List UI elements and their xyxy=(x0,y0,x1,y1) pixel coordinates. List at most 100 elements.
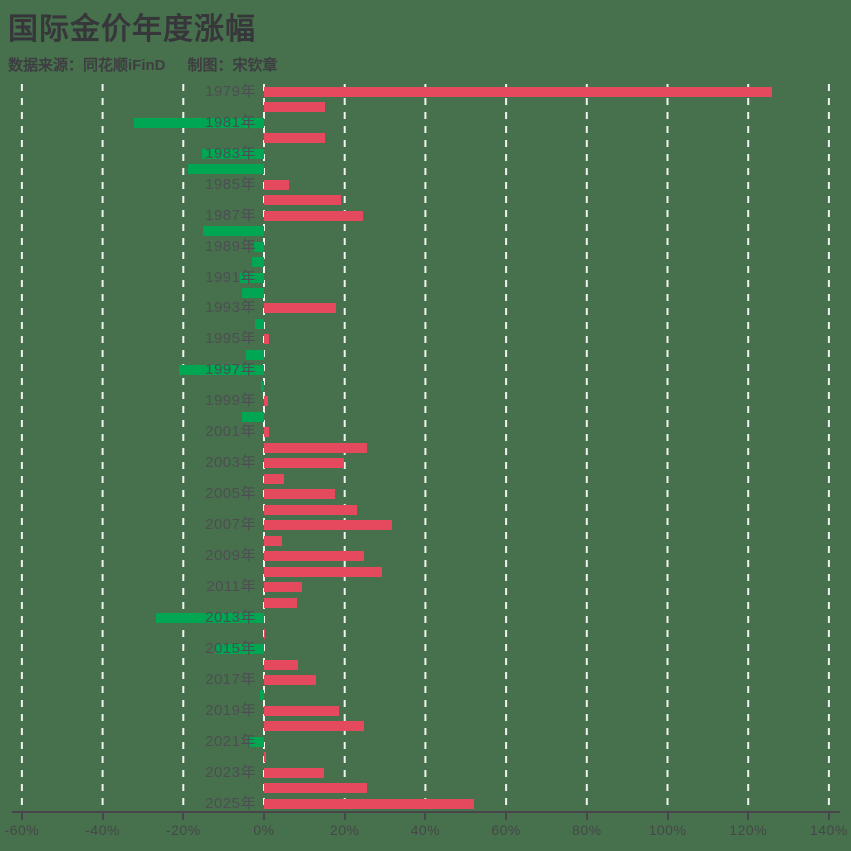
bar-1981 xyxy=(134,117,264,128)
x-tick-label--60%: -60% xyxy=(4,822,40,838)
bar-2007 xyxy=(264,520,393,531)
bar-2004 xyxy=(264,473,285,484)
bar-1995 xyxy=(264,334,269,345)
bar-2021 xyxy=(248,736,264,747)
x-tick--40% xyxy=(101,813,104,820)
bar-2022 xyxy=(264,752,267,763)
year-label-1979: 1979年 xyxy=(205,82,256,100)
bar-2002 xyxy=(264,442,368,453)
year-label-2003: 2003年 xyxy=(205,454,256,472)
year-label-2021: 2021年 xyxy=(205,732,256,750)
year-label-2005: 2005年 xyxy=(205,485,256,503)
year-label-2015: 2015年 xyxy=(205,640,256,658)
year-label-2017: 2017年 xyxy=(205,670,256,688)
bar-2013 xyxy=(156,613,264,624)
year-label-2009: 2009年 xyxy=(205,547,256,565)
x-tick-label--40%: -40% xyxy=(85,822,120,838)
x-tick-140% xyxy=(827,813,830,820)
year-label-1981: 1981年 xyxy=(205,113,256,131)
bar-2014 xyxy=(264,628,266,639)
bar-2000 xyxy=(242,411,264,422)
data-source-label: 数据来源：同花顺iFinD xyxy=(8,57,166,74)
bar-1999 xyxy=(264,396,268,407)
bar-2009 xyxy=(264,551,365,562)
year-label-1997: 1997年 xyxy=(205,361,256,379)
bar-1979 xyxy=(264,86,773,97)
x-tick-label--20%: -20% xyxy=(165,822,201,838)
year-label-1983: 1983年 xyxy=(205,144,256,162)
bar-2012 xyxy=(264,597,298,608)
bar-2018 xyxy=(259,690,264,701)
x-tick-60% xyxy=(505,813,508,820)
year-label-1999: 1999年 xyxy=(205,392,256,410)
year-label-1991: 1991年 xyxy=(205,268,256,286)
year-label-1993: 1993年 xyxy=(205,299,256,317)
bar-1984 xyxy=(187,164,264,175)
bar-1980 xyxy=(264,102,326,113)
bar-1986 xyxy=(264,195,341,206)
bar-1997 xyxy=(179,365,264,376)
x-tick-20% xyxy=(343,813,346,820)
chart-title: 国际金价年度涨幅 xyxy=(8,13,256,46)
x-tick--60% xyxy=(20,813,23,820)
year-label-2019: 2019年 xyxy=(205,701,256,719)
bar-1985 xyxy=(264,179,290,190)
chart-author-label: 制图：宋钦章 xyxy=(187,57,278,74)
x-tick-label-40%: 40% xyxy=(410,822,441,838)
year-label-2007: 2007年 xyxy=(205,516,256,534)
bar-1983 xyxy=(202,148,264,159)
x-tick-label-0%: 0% xyxy=(253,822,275,838)
year-label-2001: 2001年 xyxy=(205,423,256,441)
bar-1994 xyxy=(254,318,264,329)
x-tick-label-100%: 100% xyxy=(648,822,687,838)
year-label-2011: 2011年 xyxy=(206,578,256,596)
bar-1991 xyxy=(239,272,264,283)
year-label-1987: 1987年 xyxy=(205,206,256,224)
bar-1989 xyxy=(254,241,264,252)
year-label-2023: 2023年 xyxy=(205,763,256,781)
bar-1996 xyxy=(246,349,264,360)
bar-2006 xyxy=(264,504,358,515)
bar-2019 xyxy=(264,705,339,716)
bar-1992 xyxy=(241,287,264,298)
x-tick-label-20%: 20% xyxy=(329,822,360,838)
bar-2005 xyxy=(264,489,336,500)
year-label-2025: 2025年 xyxy=(205,794,256,812)
bar-2020 xyxy=(264,721,364,732)
x-tick-120% xyxy=(747,813,750,820)
bar-2024 xyxy=(264,783,367,794)
bar-1998 xyxy=(260,380,264,391)
x-tick--20% xyxy=(182,813,185,820)
bar-2001 xyxy=(264,427,269,438)
year-label-1995: 1995年 xyxy=(205,330,256,348)
x-tick-0% xyxy=(263,813,265,820)
bar-2003 xyxy=(264,458,344,469)
bar-1982 xyxy=(264,133,325,144)
x-tick-label-80%: 80% xyxy=(572,822,602,838)
chart-subtitle: 数据来源：同花顺iFinD 制图：宋钦章 xyxy=(8,54,278,75)
x-tick-80% xyxy=(585,813,588,820)
bar-2010 xyxy=(264,566,382,577)
bar-1987 xyxy=(264,210,364,221)
x-tick-label-140%: 140% xyxy=(809,822,848,838)
bar-2023 xyxy=(264,767,324,778)
bar-1993 xyxy=(264,303,336,314)
x-tick-40% xyxy=(424,813,427,820)
bar-2025 xyxy=(264,798,475,809)
bar-2011 xyxy=(264,582,302,593)
bar-2015 xyxy=(215,644,264,655)
bar-2016 xyxy=(264,659,299,670)
bar-2017 xyxy=(264,674,316,685)
x-tick-label-60%: 60% xyxy=(491,822,521,838)
year-label-2013: 2013年 xyxy=(205,609,256,627)
bar-2008 xyxy=(264,535,282,546)
x-axis-line xyxy=(12,811,840,813)
year-label-1989: 1989年 xyxy=(205,237,256,255)
chart-header: 国际金价年度涨幅 数据来源：同花顺iFinD 制图：宋钦章 xyxy=(8,4,278,75)
year-label-1985: 1985年 xyxy=(205,175,256,193)
bar-1990 xyxy=(251,257,264,268)
x-tick-100% xyxy=(666,813,669,820)
